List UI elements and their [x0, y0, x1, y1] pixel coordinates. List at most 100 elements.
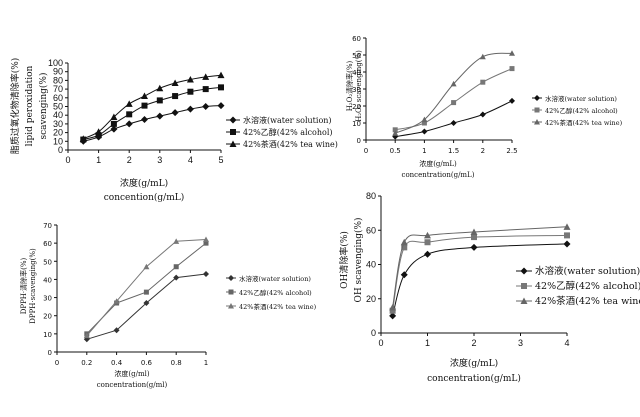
- data-point: [509, 50, 515, 56]
- x-tick-label: 0.6: [141, 359, 153, 367]
- data-point: [479, 111, 486, 118]
- legend-label: 42%乙醇(42% alcohol): [239, 288, 312, 297]
- series-2: [84, 240, 209, 337]
- x-tick-label: 0.4: [111, 359, 123, 367]
- series-2: [392, 66, 515, 133]
- x-tick-label: 2: [481, 147, 485, 155]
- legend-label: 42%乙醇(42% alcohol): [545, 106, 618, 115]
- data-point: [470, 243, 478, 251]
- data-point: [389, 312, 397, 320]
- y-tick-label: 40: [366, 260, 376, 270]
- y-tick-label: 50: [43, 258, 52, 266]
- data-point: [471, 234, 477, 241]
- y-tick-label: 20: [366, 294, 376, 304]
- data-point: [400, 238, 408, 246]
- data-point: [389, 303, 397, 311]
- data-point: [113, 298, 120, 304]
- legend-marker: [228, 303, 234, 309]
- y-tick-label: 100: [48, 58, 63, 68]
- data-point: [172, 93, 179, 100]
- chart-4: 0 20 40 60 80 0 1 2 3 4 OH清除率(%) OH scavenging(%) 浓度…: [338, 191, 640, 384]
- x-axis-label: 浓度(g/mL): [120, 177, 168, 189]
- data-point: [563, 223, 571, 230]
- legend-marker: [534, 95, 540, 101]
- data-point: [401, 244, 408, 251]
- data-point: [421, 120, 427, 126]
- data-point: [202, 86, 209, 93]
- x-tick-label: 4: [564, 338, 569, 348]
- x-tick-label: 0.5: [390, 147, 401, 155]
- legend-marker: [520, 297, 528, 304]
- data-point: [509, 66, 515, 72]
- legend-marker: [228, 275, 234, 281]
- legend-label: 水溶液(water solution): [535, 265, 640, 277]
- x-tick-label: 3: [518, 338, 523, 348]
- y-axis-label: H₂O₂ scavenging(%): [355, 50, 363, 122]
- data-point: [421, 128, 428, 135]
- data-point: [171, 79, 179, 87]
- x-axis-label: concentration(g/mL): [402, 171, 475, 179]
- x-tick-label: 0.2: [81, 359, 92, 367]
- data-point: [218, 84, 224, 91]
- x-tick-label: 0: [378, 338, 383, 348]
- data-point: [95, 128, 103, 135]
- x-tick-label: 1: [204, 359, 208, 367]
- legend-marker: [230, 129, 236, 135]
- y-tick-label: 50: [352, 52, 361, 60]
- series-2: [389, 232, 570, 314]
- series-line: [83, 105, 222, 142]
- y-tick-label: 60: [352, 35, 361, 43]
- legend-label: 42%茶酒(42% tea wine): [545, 118, 623, 127]
- data-point: [564, 232, 570, 239]
- y-tick-label: 0: [371, 328, 376, 338]
- chart-3: 0 10 20 30 40 50 60 70 0 0.2 0.4 0.6 0.8 1 DPPH·清除率(%)…: [19, 222, 317, 389]
- data-point: [143, 300, 150, 307]
- data-point: [125, 120, 133, 128]
- x-tick-label: 0: [364, 147, 368, 155]
- data-point: [171, 109, 179, 117]
- y-tick-label: 70: [43, 222, 52, 230]
- y-axis-label: 脂质过氧化物清除率(%): [9, 58, 21, 155]
- y-tick-label: 90: [53, 67, 63, 77]
- data-point: [202, 73, 210, 80]
- x-tick-label: 0: [65, 155, 70, 165]
- data-point: [392, 130, 399, 136]
- x-axis-label: 浓度(g/mL): [419, 159, 457, 168]
- data-point: [400, 271, 408, 279]
- data-point: [450, 80, 457, 87]
- data-point: [141, 92, 148, 100]
- data-point: [203, 270, 209, 277]
- x-axis-label: 浓度(g/ml): [114, 369, 149, 378]
- x-tick-label: 1: [425, 338, 430, 348]
- series-3: [79, 71, 225, 142]
- data-point: [392, 127, 398, 133]
- data-point: [187, 88, 194, 95]
- series-line: [83, 86, 222, 141]
- data-point: [110, 125, 118, 133]
- x-tick-label: 2.5: [506, 147, 517, 155]
- y-tick-label: 30: [53, 119, 63, 129]
- legend-marker: [534, 119, 540, 125]
- legend-marker: [228, 289, 234, 295]
- data-point: [451, 100, 457, 106]
- series-line: [86, 239, 207, 337]
- data-point: [173, 238, 180, 244]
- series-1: [392, 97, 515, 140]
- data-point: [389, 307, 396, 314]
- series-2: [80, 84, 224, 143]
- x-tick-label: 1.5: [448, 147, 459, 155]
- data-point: [110, 120, 117, 127]
- y-tick-label: 30: [352, 86, 361, 94]
- y-axis-label: OH清除率(%): [338, 231, 350, 289]
- y-axis-label: lipid peroxidation: [25, 65, 35, 146]
- series-1: [79, 102, 225, 145]
- data-point: [126, 111, 133, 118]
- x-tick-label: 1: [96, 155, 101, 165]
- x-tick-label: 2: [127, 155, 132, 165]
- y-tick-label: 20: [53, 128, 63, 138]
- series-3: [83, 236, 209, 339]
- series-line: [86, 273, 207, 340]
- legend-label: 水溶液(water solution): [239, 274, 311, 283]
